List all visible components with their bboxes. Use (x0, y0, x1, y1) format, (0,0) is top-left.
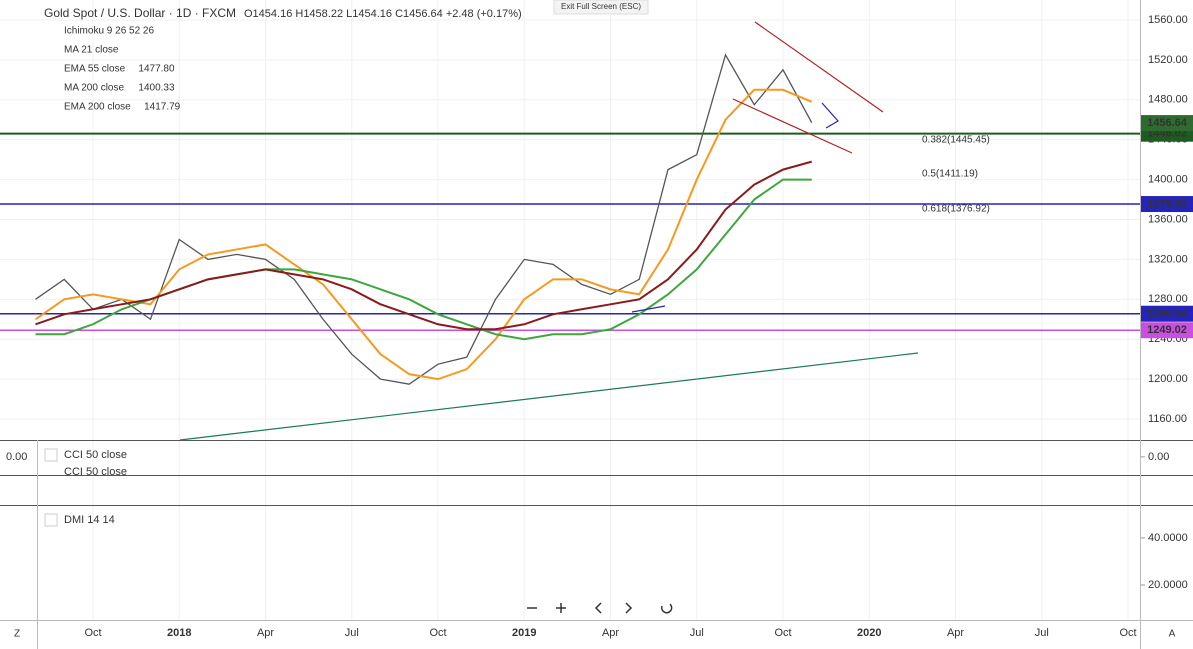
price-badge-label: 1249.02 (1147, 324, 1187, 336)
corner-right[interactable]: A (1169, 629, 1176, 640)
legend-value: 1400.33 (138, 83, 175, 94)
price-badge (1141, 322, 1193, 339)
y-tick-label: 1400.00 (1148, 173, 1188, 185)
y-tick-label: 1360.00 (1148, 213, 1188, 225)
x-tick-label: Apr (257, 627, 274, 639)
y-tick-label: 1280.00 (1148, 293, 1188, 305)
legend-name: EMA 55 close (64, 64, 126, 75)
legend-box (44, 513, 58, 527)
x-tick-label: Jul (345, 627, 359, 639)
price-badge (1141, 305, 1193, 322)
y-tick-label: 1160.00 (1148, 413, 1187, 425)
trend-line (754, 21, 884, 113)
y-tick-label: 1200.00 (1148, 373, 1188, 385)
legend-name: MA 200 close (64, 83, 124, 94)
legend-name: EMA 200 close (64, 102, 131, 113)
legend-value: 1477.80 (138, 64, 175, 75)
fib-label: 0.382(1445.45) (922, 135, 990, 146)
y-tick-label: 1560.00 (1148, 14, 1188, 26)
y-tick-label: 0.00 (1148, 451, 1169, 463)
legend-box (44, 448, 58, 462)
x-tick-label: Oct (774, 627, 791, 639)
trend-line (179, 352, 919, 441)
fib-label: 0.618(1376.92) (922, 204, 990, 215)
left-tick-label: 0.00 (6, 451, 27, 463)
triangle (821, 102, 839, 129)
price-badge-label: 1375.49 (1147, 198, 1187, 210)
series-line (35, 53, 813, 385)
trend-line (732, 98, 853, 154)
x-tick-label: Apr (602, 627, 619, 639)
y-tick-label: 1320.00 (1148, 253, 1188, 265)
y-tick-label: 1520.00 (1148, 54, 1188, 66)
y-tick-label: 1480.00 (1148, 94, 1188, 106)
indicator-title: CCI 50 close (64, 449, 127, 461)
y-tick-label: 20.0000 (1148, 579, 1188, 591)
legend: Ichimoku 9 26 52 26 MA 21 close EMA 55 clo… (64, 26, 181, 113)
exit-fullscreen-button[interactable] (553, 0, 649, 15)
price-badge-label: 1265.54 (1147, 308, 1188, 320)
plot (0, 53, 1140, 385)
trend-line (631, 305, 666, 313)
scroll-left[interactable] (594, 602, 602, 614)
last-price-label: 1456.64 (1147, 117, 1188, 129)
series-line (35, 160, 813, 331)
x-tick-label: Apr (947, 627, 964, 639)
legend-name: MA 21 close (64, 45, 119, 56)
x-tick-label: Oct (429, 627, 446, 639)
corner-left[interactable]: Z (14, 629, 20, 640)
legend-value: 1417.79 (144, 102, 181, 113)
last-price-badge (1141, 115, 1193, 132)
series-line (34, 88, 813, 381)
price-badge (1141, 196, 1193, 213)
y-tick-label: 40.0000 (1148, 532, 1188, 544)
x-tick-label: 2019 (512, 627, 536, 639)
x-tick-label: Jul (1035, 627, 1049, 639)
x-tick-label: Jul (690, 627, 704, 639)
ohlc: O1454.16 H1458.22 L1454.16 C1456.64 +2.4… (244, 8, 522, 20)
indicator-title: DMI 14 14 (64, 514, 115, 526)
fib-label: 0.5(1411.19) (922, 169, 978, 180)
legend-name: Ichimoku 9 26 52 26 (64, 26, 154, 37)
x-tick-label: Oct (1119, 627, 1136, 639)
symbol-title: Gold Spot / U.S. Dollar · 1D · FXCM (44, 6, 236, 20)
x-tick-label: 2018 (167, 627, 191, 639)
exit-fullscreen-label: Exit Full Screen (ESC) (561, 2, 641, 11)
toolbar (527, 602, 673, 614)
reset[interactable] (660, 603, 673, 614)
x-tick-label: Oct (84, 627, 101, 639)
x-tick-label: 2020 (857, 627, 881, 639)
indicator-subtitle: CCI 50 close (64, 466, 127, 478)
grid (0, 0, 1145, 620)
scroll-right[interactable] (625, 602, 633, 614)
